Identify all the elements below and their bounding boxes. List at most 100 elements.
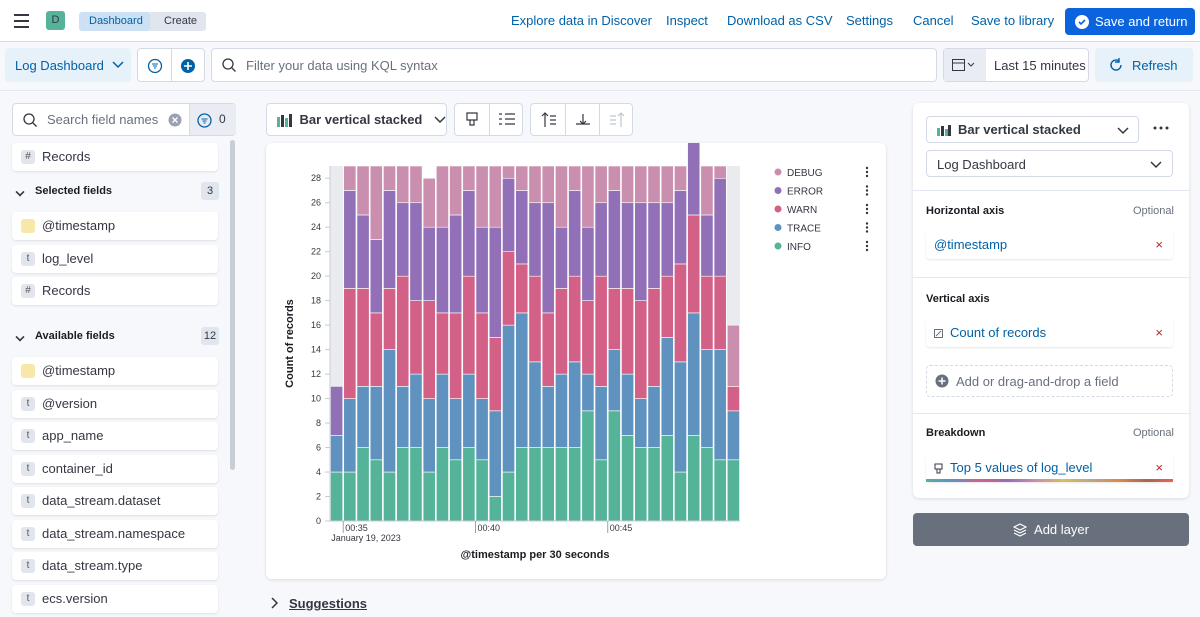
chart-type-select[interactable]: Bar vertical stacked [266,103,447,136]
field-row[interactable]: # Records [12,143,218,171]
nav-link[interactable]: Download as CSV [727,13,833,28]
bar-segment [607,410,621,522]
bar-segment [674,190,687,265]
bar-segment [555,447,568,522]
section-title: Breakdown [926,427,986,439]
chart-type-label: Bar vertical stacked [958,122,1081,137]
field-row[interactable]: @timestamp [12,357,218,385]
bottom-axis-icon[interactable] [575,112,591,128]
bar-segment [647,202,661,289]
left-axis-icon[interactable] [541,112,557,128]
dimension[interactable]: Top 5 values of log_level × [926,454,1173,482]
y-tick-label: 2 [316,492,321,502]
section-title: Horizontal axis [926,205,1005,217]
layer-chart-type[interactable]: Bar vertical stacked [926,116,1139,143]
chevron[interactable] [15,187,25,197]
nav-link[interactable]: Cancel [913,13,954,28]
y-tick-label: 24 [311,222,321,232]
field-row[interactable]: t data_stream.dataset [12,487,218,515]
bar-segment [528,202,542,277]
add-filter-icon[interactable] [180,58,196,74]
bar-segment [356,386,370,448]
bar-segment [594,459,608,522]
bar-segment [383,288,396,350]
legend-menu-dot [865,203,869,207]
field-row[interactable]: t app_name [12,422,218,450]
bar-segment [409,165,423,204]
bar-segment [528,165,542,204]
y-tick-label: 14 [311,345,321,355]
bar-segment [330,386,344,436]
button-label: Log Dashboard [15,57,104,73]
field-row[interactable]: t log_level [12,244,218,273]
field-search[interactable]: Search field names 0 [12,103,236,136]
bar-segment [687,312,701,436]
nav-link[interactable]: Explore data in Discover [511,13,652,28]
field-row[interactable]: t container_id [12,454,218,483]
bar-segment [515,447,529,522]
dimension[interactable]: Count of records × [926,319,1173,347]
field-type-icon: t [21,396,35,411]
bar-segment [713,165,727,179]
bar-segment [462,275,476,375]
bar-segment [515,263,529,314]
field-row[interactable]: t @version [12,389,218,418]
filter-icon[interactable] [147,58,163,74]
style-icon[interactable] [465,112,479,128]
space-logo[interactable]: D [46,11,65,30]
filter-icon[interactable] [197,113,212,128]
chevron[interactable] [15,332,25,342]
bar-segment [422,226,436,301]
y-tick-label: 4 [316,467,321,477]
field-row[interactable]: @timestamp [12,212,218,240]
x-tick-label: 00:45 [610,523,633,533]
bar-segment [343,190,357,289]
nav-link[interactable]: Inspect [666,13,708,28]
dimension[interactable]: @timestamp × [926,231,1173,259]
bar-segment [555,288,568,375]
bar-segment [343,165,357,191]
refresh-button[interactable]: Refresh [1095,48,1193,82]
add-layer-button[interactable]: Add layer [913,513,1189,546]
bar-segment [555,373,568,448]
breadcrumb[interactable]: Dashboard [79,12,155,31]
button-label: Add layer [1034,522,1089,537]
legend-menu-dot [865,222,869,225]
nav-link[interactable]: Save to library [971,13,1055,28]
y-axis-title: Count of records [284,299,296,388]
y-tick-label: 8 [316,418,321,428]
field-row[interactable]: t data_stream.type [12,552,218,580]
bar-segment [343,288,357,399]
field-type-icon: # [21,284,35,298]
bar-segment [409,373,423,448]
layer-menu[interactable] [1153,126,1169,130]
field-row[interactable]: # Records [12,277,218,305]
legend-swatch [774,168,782,176]
bar-segment [356,447,370,522]
placeholder: Filter your data using KQL syntax [246,57,438,73]
add-field[interactable]: Add or drag-and-drop a field [926,365,1173,397]
bar-segment [634,447,648,522]
dimension-label: @timestamp [934,237,1008,252]
field-name: ecs.version [42,590,108,606]
calendar-icon [952,59,975,71]
bar-segment [369,165,383,240]
save-return-button[interactable]: Save and return [1065,8,1195,35]
bar-segment [713,349,727,461]
data-view-button[interactable]: Log Dashboard [5,48,131,82]
query-input[interactable]: Filter your data using KQL syntax [211,48,937,82]
bar-segment [356,165,370,216]
menu-icon[interactable] [14,14,30,28]
suggestions-toggle[interactable]: Suggestions [289,596,368,611]
clear-icon[interactable] [168,113,182,127]
field-row[interactable]: t ecs.version [12,584,218,613]
layer-data-view[interactable]: Log Dashboard [926,150,1173,177]
nav-link[interactable]: Settings [846,13,893,28]
layers-icon [1013,522,1028,537]
legend-icon[interactable] [499,113,515,127]
chevron[interactable] [270,597,280,609]
field-row[interactable]: t data_stream.namespace [12,519,218,548]
legend-label: WARN [787,205,817,216]
time-picker[interactable]: Last 15 minutes [943,48,1089,82]
bar-segment [581,410,595,522]
